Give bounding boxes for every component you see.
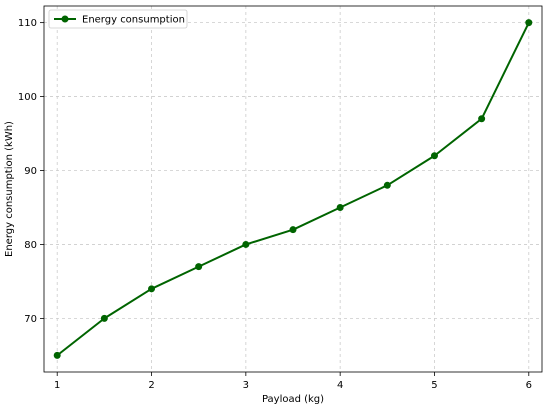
x-axis-ticks: 1 2 3 4 5 6: [54, 372, 532, 391]
y-axis-ticks: 70 80 90 100 110: [18, 18, 44, 325]
x-tick-label: 3: [243, 380, 249, 391]
x-axis-label: Payload (kg): [262, 394, 324, 405]
y-tick-label: 80: [24, 240, 37, 251]
plot-area-frame: [43, 5, 543, 373]
legend: Energy consumption: [48, 9, 188, 29]
data-point: [100, 314, 108, 322]
y-axis-label: Energy consumption (kWh): [4, 121, 15, 257]
y-tick-label: 90: [24, 166, 37, 177]
x-tick-label: 4: [337, 380, 343, 391]
y-tick-label: 100: [18, 92, 37, 103]
series-layer: [53, 19, 533, 359]
x-tick-label: 6: [526, 380, 532, 391]
x-tick-label: 5: [431, 380, 437, 391]
x-tick-label: 1: [54, 380, 60, 391]
data-point: [242, 240, 250, 248]
data-point: [289, 226, 297, 234]
x-tick-label: 2: [148, 380, 154, 391]
data-point: [525, 19, 533, 27]
data-point: [383, 181, 391, 189]
y-tick-label: 70: [24, 314, 37, 325]
y-tick-label: 110: [18, 18, 37, 29]
legend-label: Energy consumption: [82, 15, 185, 26]
data-point: [336, 203, 344, 211]
data-point: [478, 115, 486, 123]
data-point: [53, 351, 61, 359]
data-point: [195, 263, 203, 271]
legend-box: [48, 9, 188, 29]
data-point: [148, 285, 156, 293]
legend-marker: [61, 15, 69, 23]
data-point: [430, 152, 438, 160]
grid: [44, 6, 542, 372]
